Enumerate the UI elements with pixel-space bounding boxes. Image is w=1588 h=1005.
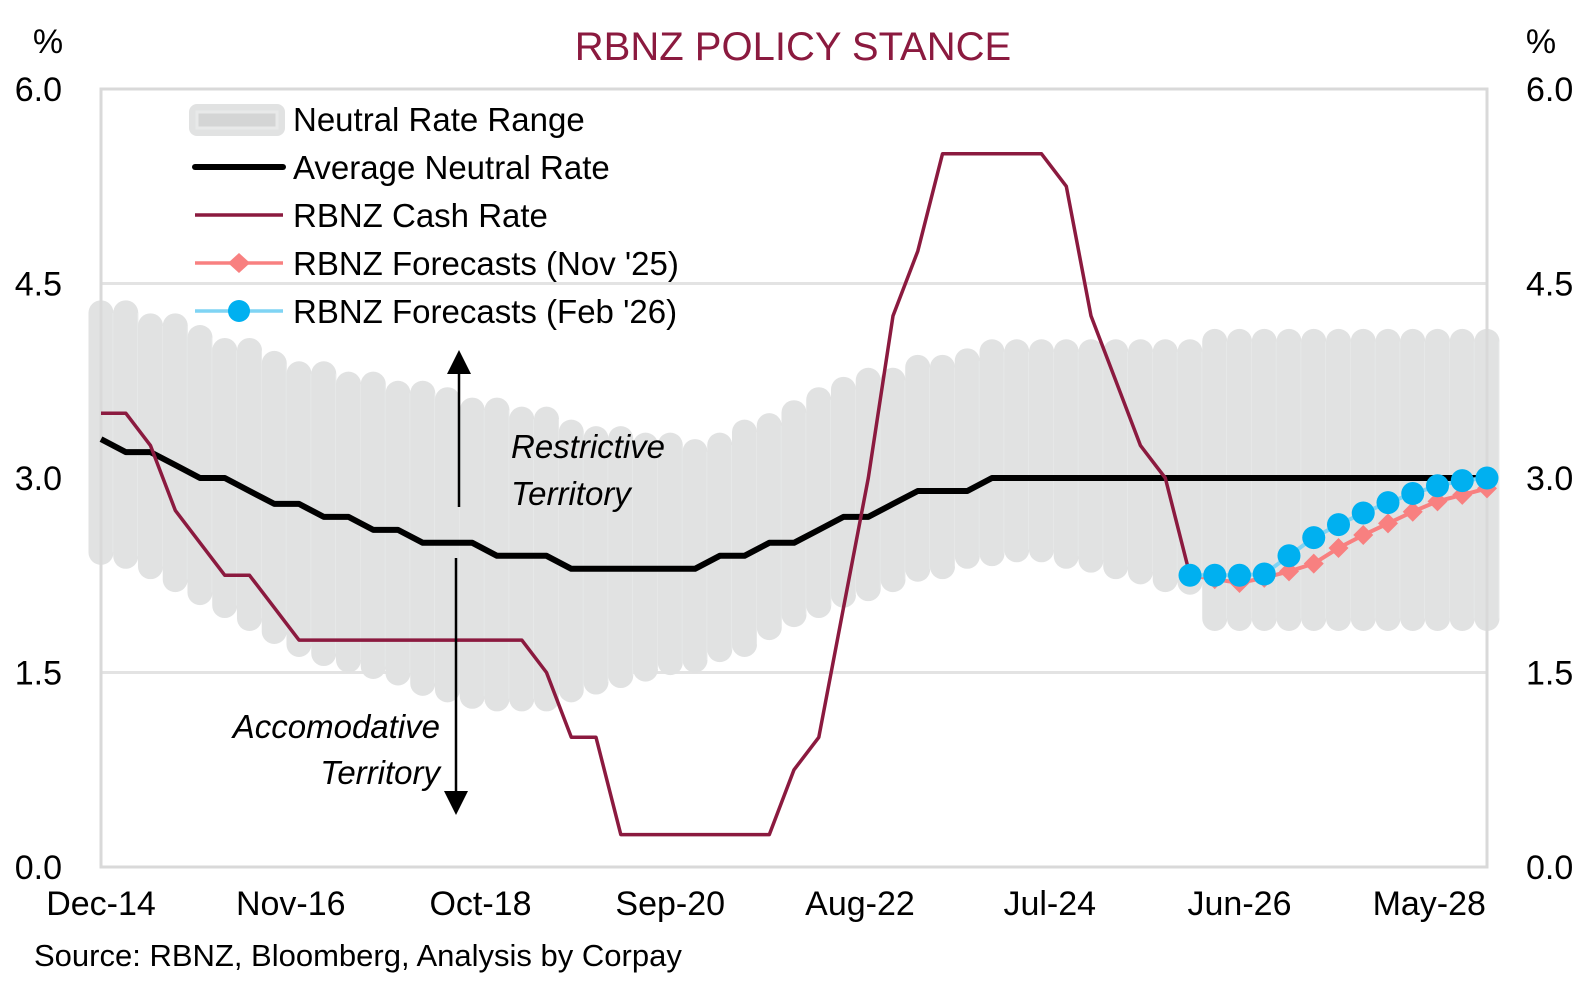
- legend: Neutral Rate Range Average Neutral Rate …: [189, 101, 679, 330]
- x-tick-label: May-28: [1373, 885, 1486, 923]
- chart-title: RBNZ POLICY STANCE: [575, 25, 1011, 69]
- feb-forecast-point: [1475, 466, 1499, 490]
- legend-item-feb-forecast: RBNZ Forecasts (Feb '26): [195, 293, 677, 330]
- feb-forecast-point: [1228, 563, 1251, 587]
- feb-forecast-point: [1252, 562, 1276, 586]
- nov-forecast-point: [1353, 525, 1374, 546]
- restrictive-label-line1: Restrictive: [511, 428, 665, 465]
- y-tick-label-right: 1.5: [1526, 655, 1573, 693]
- nov-forecast-point: [1279, 561, 1299, 582]
- y-axis-unit-right: %: [1526, 23, 1556, 61]
- legend-label-cash-rate: RBNZ Cash Rate: [293, 197, 548, 234]
- x-tick-label: Dec-14: [46, 885, 156, 923]
- y-axis-unit-left: %: [33, 23, 63, 61]
- y-tick-label-left: 6.0: [15, 71, 62, 109]
- average-neutral-rate-line: [99, 436, 1487, 572]
- neutral-range-swatch-inner: [195, 110, 279, 130]
- nov-forecast-point: [1402, 501, 1423, 522]
- series-lines: [99, 152, 1499, 837]
- circle-marker-icon: [228, 300, 250, 322]
- nov-forecast-point: [1303, 553, 1324, 574]
- feb-forecast-point: [1277, 544, 1301, 568]
- nov-forecast-point: [1378, 513, 1398, 534]
- y-tick-label-left: 3.0: [15, 460, 62, 498]
- y-tick-label-left: 0.0: [15, 849, 62, 887]
- accommodative-label-line2: Territory: [320, 754, 442, 791]
- feb-forecast-point: [1401, 482, 1425, 506]
- feb-forecast-point: [1178, 563, 1202, 587]
- legend-item-cash-rate: RBNZ Cash Rate: [195, 197, 548, 234]
- nov-forecast-point: [1328, 538, 1349, 559]
- y-tick-label-left: 1.5: [15, 655, 62, 693]
- down-arrow-icon: [444, 791, 468, 815]
- source-note: Source: RBNZ, Bloomberg, Analysis by Cor…: [34, 938, 682, 973]
- y-tick-label-left: 4.5: [15, 266, 62, 304]
- y-tick-label-right: 3.0: [1526, 460, 1573, 498]
- y-tick-label-right: 4.5: [1526, 266, 1573, 304]
- x-tick-label: Sep-20: [615, 885, 725, 923]
- feb-forecast-point: [1203, 563, 1227, 587]
- legend-item-average-neutral: Average Neutral Rate: [192, 149, 610, 186]
- x-tick-label: Aug-22: [805, 885, 915, 923]
- restrictive-annotation: Restrictive Territory: [447, 350, 665, 512]
- restrictive-label-line2: Territory: [511, 475, 633, 512]
- legend-label-nov-forecast: RBNZ Forecasts (Nov '25): [293, 245, 679, 282]
- legend-label-average-neutral: Average Neutral Rate: [293, 149, 610, 186]
- accommodative-annotation: Accomodative Territory: [231, 558, 468, 815]
- legend-item-neutral-range: Neutral Rate Range: [189, 101, 585, 138]
- legend-label-feb-forecast: RBNZ Forecasts (Feb '26): [293, 293, 677, 330]
- up-arrow-icon: [447, 350, 471, 374]
- x-tick-label: Nov-16: [236, 885, 346, 923]
- x-axis-ticks: Dec-14 Nov-16 Oct-18 Sep-20 Aug-22 Jul-24 Jun-…: [46, 885, 1486, 923]
- feb-forecast-point: [1426, 474, 1449, 498]
- legend-label-neutral-range: Neutral Rate Range: [293, 101, 585, 138]
- x-tick-label: Oct-18: [429, 885, 531, 923]
- cash-rate-line: [101, 152, 1192, 837]
- feb-forecast-point: [1450, 469, 1474, 493]
- y-tick-label-right: 6.0: [1526, 71, 1573, 109]
- accommodative-label-line1: Accomodative: [231, 708, 440, 745]
- feb-forecast-point: [1302, 526, 1326, 550]
- x-tick-label: Jul-24: [1003, 885, 1096, 923]
- nov-forecast-point: [1427, 491, 1448, 512]
- feb-forecast-point: [1376, 491, 1400, 515]
- feb-forecast-point: [1351, 501, 1375, 525]
- diamond-marker-icon: [228, 253, 250, 273]
- y-tick-label-right: 0.0: [1526, 849, 1573, 887]
- feb-forecast-point: [1327, 513, 1350, 537]
- x-tick-label: Jun-26: [1188, 885, 1292, 923]
- y-axis-ticks: 0.0 0.0 1.5 1.5 3.0 3.0 4.5 4.5 6.0 6.0: [15, 71, 1574, 887]
- legend-item-nov-forecast: RBNZ Forecasts (Nov '25): [195, 245, 679, 282]
